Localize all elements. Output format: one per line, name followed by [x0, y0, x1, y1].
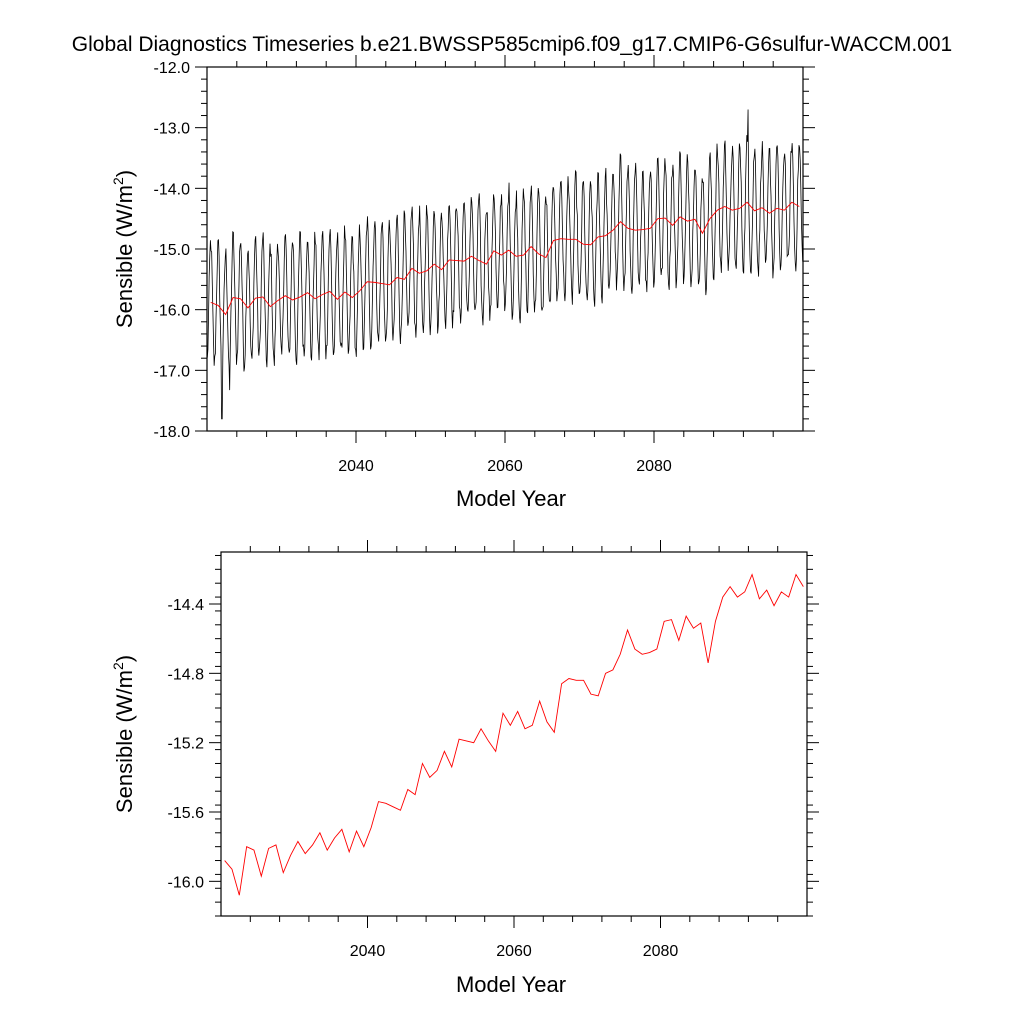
bottom-ytick-label-4: -14.4	[168, 597, 205, 614]
top-xtick-label-2: 2080	[636, 458, 672, 475]
bottom-y-axis-title-text: Sensible (W/m	[112, 670, 137, 813]
bottom-ytick-label-1: -15.6	[168, 805, 205, 822]
top-ytick-label-3: -15.0	[154, 242, 191, 259]
top-ytick-label-6: -12.0	[154, 60, 191, 77]
top-ytick-label-5: -13.0	[154, 121, 191, 138]
top-ytick-label-4: -14.0	[154, 181, 191, 198]
bottom-series-layer	[224, 573, 804, 896]
bottom-y-axis-title: Sensible (W/m2)	[110, 655, 137, 813]
top-y-axis-title-text: Sensible (W/m	[112, 185, 137, 328]
bottom-xtick-label-0: 2040	[350, 943, 386, 960]
top-annual-series-line	[210, 201, 800, 316]
top-xtick-label-0: 2040	[338, 458, 374, 475]
panel-bottom-chart: -16.0 -15.6 -15.2 -14.8 -14.4 2040 2060 2080 Mo…	[110, 540, 819, 997]
top-y-axis-title-close: )	[112, 170, 137, 177]
top-y-axis-title-sup: 2	[110, 177, 126, 185]
top-y-axis-title: Sensible (W/m2)	[110, 170, 137, 328]
bottom-plot-frame	[220, 551, 808, 917]
top-plot-frame	[206, 66, 804, 432]
top-x-axis-title: Model Year	[456, 486, 566, 511]
top-ytick-label-0: -18.0	[154, 424, 191, 441]
bottom-y-axis-title-sup: 2	[110, 662, 126, 670]
bottom-y-axis-title-close: )	[112, 655, 137, 662]
bottom-ytick-label-3: -14.8	[168, 666, 205, 683]
top-monthly-series-line	[206, 109, 804, 420]
bottom-xtick-label-1: 2060	[496, 943, 532, 960]
figure-title: Global Diagnostics Timeseries b.e21.BWSS…	[72, 33, 952, 56]
bottom-annual-series-line	[224, 573, 804, 896]
top-xtick-label-1: 2060	[487, 458, 523, 475]
bottom-x-axis-title: Model Year	[456, 972, 566, 997]
bottom-ytick-label-0: -16.0	[168, 874, 205, 891]
panel-top-chart: -18.0 -17.0 -16.0 -15.0 -14.0 -13.0 -12.0 2040 2…	[110, 55, 815, 511]
top-tick-layer: -18.0 -17.0 -16.0 -15.0 -14.0 -13.0 -12.0 2040 2…	[154, 55, 815, 475]
bottom-ytick-label-2: -15.2	[168, 736, 205, 753]
top-series-layer	[206, 109, 804, 420]
bottom-xtick-label-2: 2080	[643, 943, 679, 960]
top-ytick-label-1: -17.0	[154, 363, 191, 380]
bottom-tick-layer: -16.0 -15.6 -15.2 -14.8 -14.4 2040 2060 2080	[168, 540, 819, 960]
top-ytick-label-2: -16.0	[154, 303, 191, 320]
